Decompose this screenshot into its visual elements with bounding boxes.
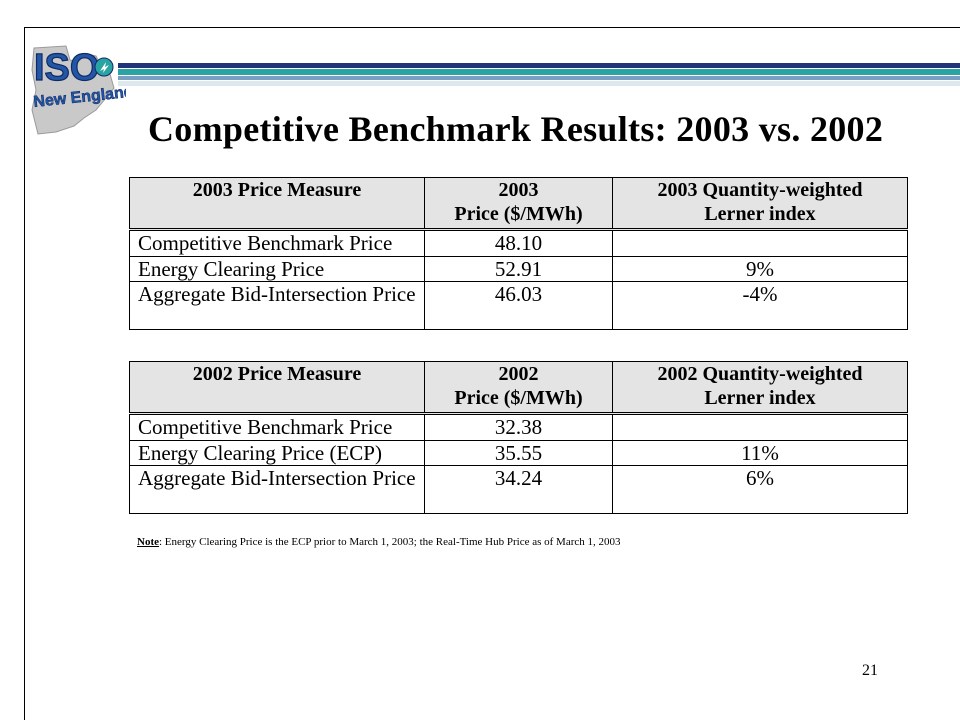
page-number: 21 xyxy=(862,662,878,679)
lerner-cell xyxy=(612,413,908,441)
price-cell: 32.38 xyxy=(424,413,613,441)
lerner-cell: 11% xyxy=(612,440,908,466)
table-row: Competitive Benchmark Price 48.10 xyxy=(129,229,908,257)
slide-frame-left xyxy=(24,27,25,720)
slide-frame-top xyxy=(24,27,960,28)
table-header-row: 2003 Price Measure 2003 Price ($/MWh) 20… xyxy=(129,177,908,231)
header-lerner: 2002 Quantity-weighted Lerner index xyxy=(612,361,908,415)
header-stripe-light xyxy=(118,81,960,86)
header-measure: 2002 Price Measure xyxy=(129,361,425,415)
price-cell: 35.55 xyxy=(424,440,613,466)
price-cell: 52.91 xyxy=(424,256,613,282)
measure-cell: Energy Clearing Price xyxy=(129,256,425,282)
logo-iso-text: ISO xyxy=(34,47,99,89)
header-price: 2003 Price ($/MWh) xyxy=(424,177,613,231)
price-cell: 48.10 xyxy=(424,229,613,257)
results-table-2002: 2002 Price Measure 2002 Price ($/MWh) 20… xyxy=(129,361,908,514)
measure-cell: Energy Clearing Price (ECP) xyxy=(129,440,425,466)
measure-cell: Aggregate Bid-Intersection Price xyxy=(129,281,425,330)
header-stripe-teal xyxy=(118,69,960,75)
header-stripe-steel xyxy=(118,76,960,80)
slide-title: Competitive Benchmark Results: 2003 vs. … xyxy=(148,109,884,149)
header-lerner: 2003 Quantity-weighted Lerner index xyxy=(612,177,908,231)
lerner-cell: 9% xyxy=(612,256,908,282)
lerner-cell: -4% xyxy=(612,281,908,330)
table-row: Energy Clearing Price (ECP) 35.55 11% xyxy=(129,440,908,466)
footnote-text: : Energy Clearing Price is the ECP prior… xyxy=(159,536,621,548)
header-price: 2002 Price ($/MWh) xyxy=(424,361,613,415)
lerner-cell: 6% xyxy=(612,465,908,514)
table-row: Aggregate Bid-Intersection Price 34.24 6… xyxy=(129,465,908,514)
table-row: Competitive Benchmark Price 32.38 xyxy=(129,413,908,441)
results-table-2003: 2003 Price Measure 2003 Price ($/MWh) 20… xyxy=(129,177,908,330)
price-cell: 46.03 xyxy=(424,281,613,330)
table-row: Aggregate Bid-Intersection Price 46.03 -… xyxy=(129,281,908,330)
header-measure: 2003 Price Measure xyxy=(129,177,425,231)
table-header-row: 2002 Price Measure 2002 Price ($/MWh) 20… xyxy=(129,361,908,415)
measure-cell: Competitive Benchmark Price xyxy=(129,413,425,441)
footnote: Note: Energy Clearing Price is the ECP p… xyxy=(137,536,621,548)
iso-new-england-logo: ISO New England xyxy=(31,45,126,135)
measure-cell: Competitive Benchmark Price xyxy=(129,229,425,257)
footnote-label: Note xyxy=(137,536,159,548)
price-cell: 34.24 xyxy=(424,465,613,514)
measure-cell: Aggregate Bid-Intersection Price xyxy=(129,465,425,514)
lerner-cell xyxy=(612,229,908,257)
header-stripe-navy xyxy=(118,63,960,68)
table-row: Energy Clearing Price 52.91 9% xyxy=(129,256,908,282)
